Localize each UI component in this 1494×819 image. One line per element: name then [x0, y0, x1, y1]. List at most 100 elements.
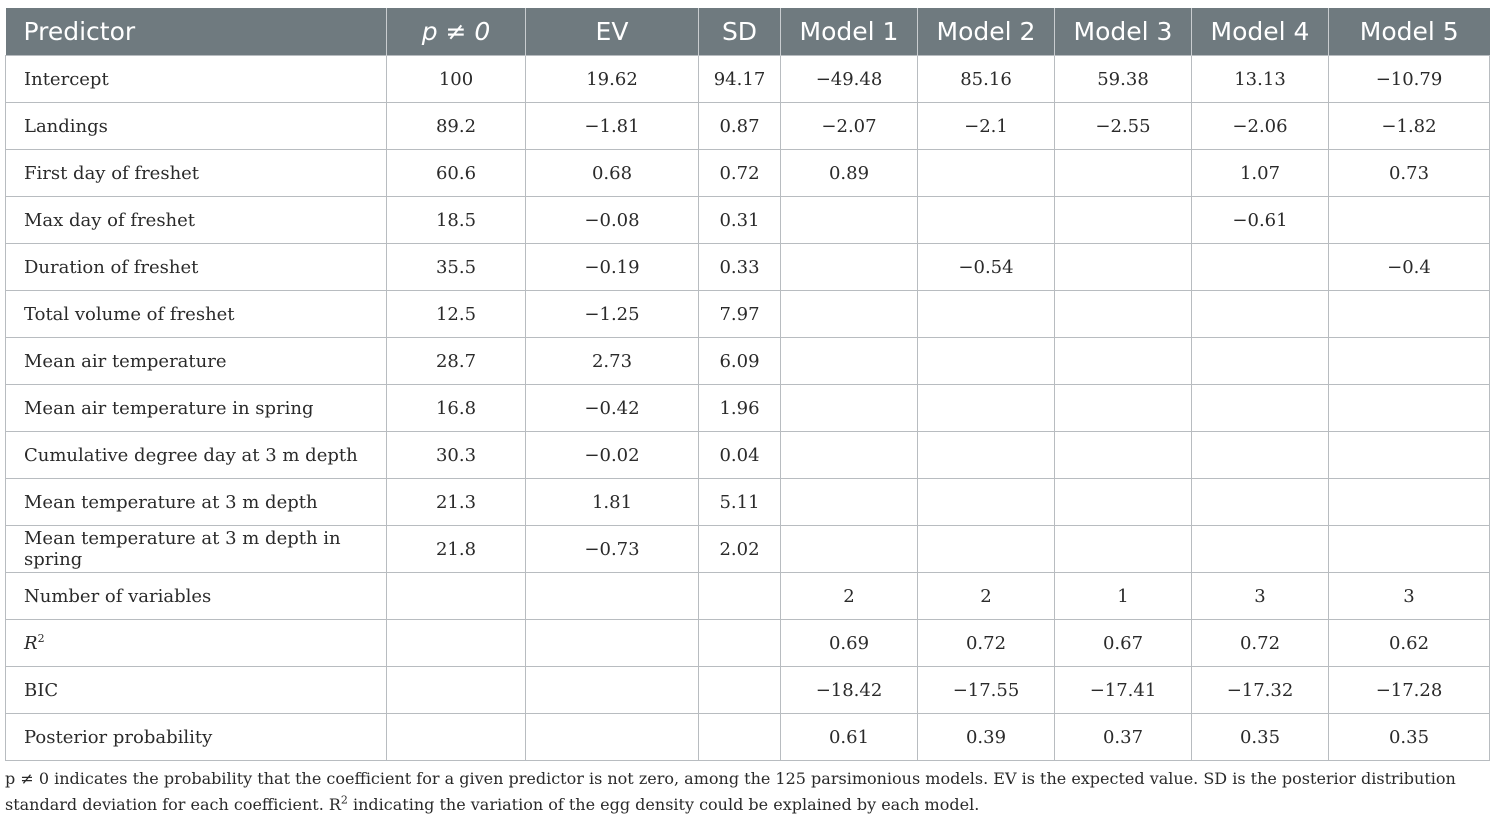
- cell-model-1: −49.48: [780, 55, 918, 103]
- table-row: R2 0.69 0.72 0.67 0.72 0.62: [5, 619, 1490, 667]
- cell-model-2: [917, 431, 1055, 479]
- cell-ev: −0.73: [525, 525, 699, 573]
- cell-model-2: [917, 290, 1055, 338]
- cell-predictor: R2: [5, 619, 387, 667]
- cell-model-1: [780, 384, 918, 432]
- cell-model-2: 0.72: [917, 619, 1055, 667]
- cell-ev: 1.81: [525, 478, 699, 526]
- cell-sd: 0.04: [698, 431, 781, 479]
- cell-model-5: 0.35: [1328, 713, 1490, 761]
- cell-predictor: Intercept: [5, 55, 387, 103]
- cell-model-3: [1054, 243, 1192, 291]
- cell-model-2: 2: [917, 572, 1055, 620]
- cell-sd: [698, 666, 781, 714]
- table-row: Max day of freshet 18.5 −0.08 0.31 −0.61: [5, 196, 1490, 244]
- cell-model-3: [1054, 431, 1192, 479]
- cell-model-1: 0.69: [780, 619, 918, 667]
- cell-predictor: Max day of freshet: [5, 196, 387, 244]
- header-model-5: Model 5: [1328, 8, 1490, 56]
- cell-ev: −0.42: [525, 384, 699, 432]
- cell-ev: 0.68: [525, 149, 699, 197]
- cell-model-5: [1328, 525, 1490, 573]
- header-sd: SD: [698, 8, 781, 56]
- cell-predictor: Duration of freshet: [5, 243, 387, 291]
- cell-model-3: [1054, 478, 1192, 526]
- header-ev: EV: [525, 8, 699, 56]
- cell-sd: 1.96: [698, 384, 781, 432]
- cell-model-5: [1328, 196, 1490, 244]
- cell-model-5: [1328, 384, 1490, 432]
- table-row: Mean air temperature 28.7 2.73 6.09: [5, 337, 1490, 385]
- table-row: Landings 89.2 −1.81 0.87 −2.07 −2.1 −2.55 −2.06…: [5, 102, 1490, 150]
- cell-model-1: [780, 243, 918, 291]
- cell-ev: [525, 713, 699, 761]
- cell-sd: 6.09: [698, 337, 781, 385]
- cell-model-5: [1328, 478, 1490, 526]
- cell-model-4: [1191, 290, 1329, 338]
- predictor-label: First day of freshet: [24, 162, 200, 184]
- cell-p-ne-0: 12.5: [386, 290, 526, 338]
- cell-p-ne-0: 21.8: [386, 525, 526, 573]
- footnote-text-part2: indicating the variation of the egg dens…: [347, 795, 980, 814]
- predictor-label: Mean air temperature: [24, 350, 227, 372]
- cell-model-3: 0.67: [1054, 619, 1192, 667]
- cell-sd: 0.31: [698, 196, 781, 244]
- cell-p-ne-0: [386, 666, 526, 714]
- cell-model-3: 0.37: [1054, 713, 1192, 761]
- cell-ev: −1.25: [525, 290, 699, 338]
- cell-predictor: Mean temperature at 3 m depth: [5, 478, 387, 526]
- table-row: Duration of freshet 35.5 −0.19 0.33 −0.54 −0.…: [5, 243, 1490, 291]
- cell-model-3: 59.38: [1054, 55, 1192, 103]
- cell-predictor: Posterior probability: [5, 713, 387, 761]
- cell-model-2: 85.16: [917, 55, 1055, 103]
- predictor-label: Intercept: [24, 68, 109, 90]
- cell-model-5: [1328, 290, 1490, 338]
- table-row: Mean temperature at 3 m depth 21.3 1.81 5.1…: [5, 478, 1490, 526]
- cell-sd: 94.17: [698, 55, 781, 103]
- cell-model-1: −2.07: [780, 102, 918, 150]
- cell-model-3: [1054, 337, 1192, 385]
- cell-model-2: −0.54: [917, 243, 1055, 291]
- cell-ev: [525, 572, 699, 620]
- cell-sd: 0.33: [698, 243, 781, 291]
- cell-model-5: [1328, 431, 1490, 479]
- cell-predictor: First day of freshet: [5, 149, 387, 197]
- predictor-label: Mean air temperature in spring: [24, 397, 314, 419]
- cell-model-4: [1191, 431, 1329, 479]
- cell-predictor: Mean temperature at 3 m depth in spring: [5, 525, 387, 573]
- cell-predictor: Number of variables: [5, 572, 387, 620]
- cell-model-4: −0.61: [1191, 196, 1329, 244]
- cell-model-1: [780, 431, 918, 479]
- cell-model-2: [917, 478, 1055, 526]
- table-row: Intercept 100 19.62 94.17 −49.48 85.16 59.38 13…: [5, 55, 1490, 103]
- cell-model-3: [1054, 525, 1192, 573]
- predictor-label: Posterior probability: [24, 726, 213, 748]
- cell-model-3: [1054, 196, 1192, 244]
- cell-model-4: [1191, 384, 1329, 432]
- table-row: Mean air temperature in spring 16.8 −0.42 1…: [5, 384, 1490, 432]
- predictor-label: Total volume of freshet: [24, 303, 235, 325]
- cell-p-ne-0: 30.3: [386, 431, 526, 479]
- cell-p-ne-0: 21.3: [386, 478, 526, 526]
- cell-model-2: [917, 337, 1055, 385]
- cell-p-ne-0: 89.2: [386, 102, 526, 150]
- cell-model-3: [1054, 384, 1192, 432]
- cell-predictor: Total volume of freshet: [5, 290, 387, 338]
- cell-model-4: 3: [1191, 572, 1329, 620]
- cell-model-1: [780, 290, 918, 338]
- cell-predictor: Mean air temperature in spring: [5, 384, 387, 432]
- table-header-row: Predictor p ≠ 0 EV SD Model 1 Model 2 Mo…: [5, 8, 1490, 56]
- cell-model-4: [1191, 525, 1329, 573]
- cell-ev: 2.73: [525, 337, 699, 385]
- cell-predictor: Mean air temperature: [5, 337, 387, 385]
- cell-model-4: [1191, 243, 1329, 291]
- cell-model-1: −18.42: [780, 666, 918, 714]
- table-row: Total volume of freshet 12.5 −1.25 7.97: [5, 290, 1490, 338]
- cell-model-4: 0.72: [1191, 619, 1329, 667]
- cell-model-1: 0.89: [780, 149, 918, 197]
- cell-model-1: 2: [780, 572, 918, 620]
- cell-model-4: 13.13: [1191, 55, 1329, 103]
- cell-p-ne-0: [386, 713, 526, 761]
- cell-model-4: [1191, 478, 1329, 526]
- table-footnote: p ≠ 0 indicates the probability that the…: [5, 766, 1489, 818]
